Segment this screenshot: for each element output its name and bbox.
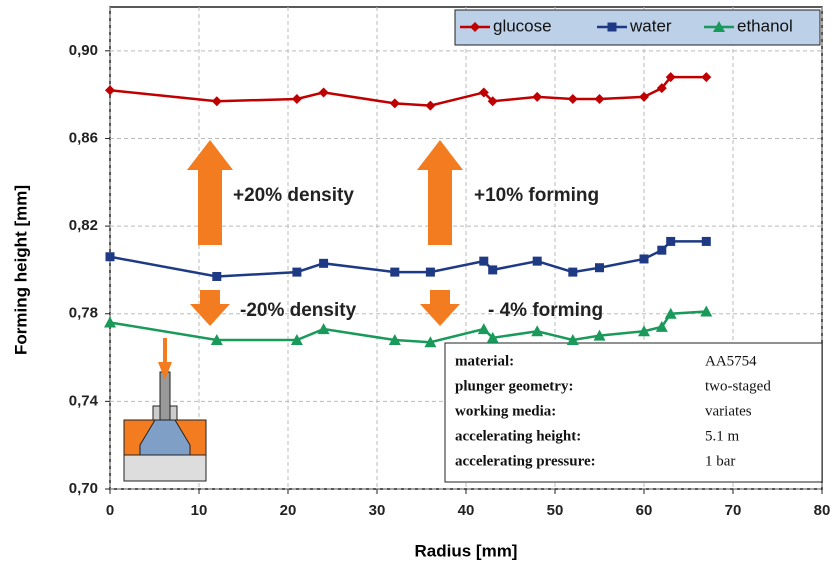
annotation: - 4% forming bbox=[488, 300, 603, 321]
annotation: +10% forming bbox=[474, 185, 599, 206]
y-tick-label: 0,90 bbox=[69, 42, 98, 59]
x-tick-label: 20 bbox=[280, 502, 297, 519]
table-label: plunger geometry: bbox=[455, 378, 573, 394]
marker bbox=[292, 268, 301, 277]
table-label: accelerating pressure: bbox=[455, 453, 596, 469]
marker bbox=[488, 265, 497, 274]
table-label: working media: bbox=[455, 403, 556, 419]
x-tick-label: 70 bbox=[725, 502, 742, 519]
marker bbox=[702, 237, 711, 246]
marker bbox=[390, 268, 399, 277]
legend-label: water bbox=[629, 16, 672, 35]
y-tick-label: 0,70 bbox=[69, 480, 98, 497]
y-axis-label: Forming height [mm] bbox=[11, 185, 30, 355]
marker bbox=[479, 257, 488, 266]
table-value: AA5754 bbox=[705, 353, 757, 369]
y-tick-label: 0,78 bbox=[69, 305, 98, 322]
table-value: two-staged bbox=[705, 378, 771, 394]
table-value: 1 bar bbox=[705, 453, 735, 469]
table-label: material: bbox=[455, 353, 514, 369]
table-value: 5.1 m bbox=[705, 428, 740, 444]
chart: +20% density +10% forming -20% density -… bbox=[0, 0, 833, 570]
legend-label: ethanol bbox=[737, 16, 793, 35]
marker bbox=[657, 246, 666, 255]
x-tick-label: 30 bbox=[369, 502, 386, 519]
marker bbox=[533, 257, 542, 266]
x-tick-label: 60 bbox=[636, 502, 653, 519]
die bbox=[124, 455, 206, 481]
x-tick-label: 10 bbox=[191, 502, 208, 519]
x-tick-label: 0 bbox=[106, 502, 114, 519]
x-tick-label: 80 bbox=[814, 502, 831, 519]
marker bbox=[106, 252, 115, 261]
marker bbox=[640, 254, 649, 263]
x-tick-label: 50 bbox=[547, 502, 564, 519]
annotation: -20% density bbox=[240, 300, 357, 321]
annotation: +20% density bbox=[233, 185, 354, 206]
table-label: accelerating height: bbox=[455, 428, 581, 444]
marker bbox=[568, 268, 577, 277]
marker bbox=[608, 23, 617, 32]
x-axis-label: Radius [mm] bbox=[415, 541, 518, 560]
marker bbox=[319, 259, 328, 268]
marker bbox=[666, 237, 675, 246]
table-value: variates bbox=[705, 403, 752, 419]
y-tick-label: 0,74 bbox=[69, 392, 99, 409]
legend-label: glucose bbox=[493, 16, 552, 35]
marker bbox=[595, 263, 604, 272]
x-tick-label: 40 bbox=[458, 502, 475, 519]
y-tick-label: 0,86 bbox=[69, 129, 98, 146]
marker bbox=[212, 272, 221, 281]
marker bbox=[426, 268, 435, 277]
y-tick-label: 0,82 bbox=[69, 217, 98, 234]
